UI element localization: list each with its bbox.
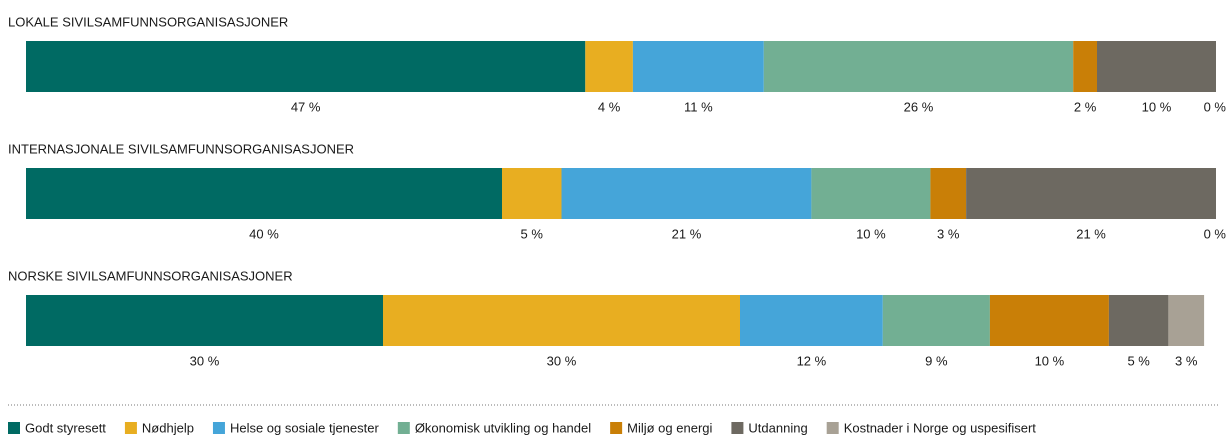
bar-segment — [989, 295, 1109, 346]
bar-title: INTERNASJONALE SIVILSAMFUNNSORGANISASJON… — [8, 141, 354, 156]
value-label: 3 % — [1175, 353, 1198, 368]
legend-label: Nødhjelp — [142, 420, 194, 435]
bar-segment — [740, 295, 883, 346]
legend-swatch — [212, 422, 225, 434]
legend-label: Økonomisk utvikling og handel — [415, 420, 591, 435]
bar-segment — [632, 41, 764, 92]
bar-title: LOKALE SIVILSAMFUNNSORGANISASJONER — [8, 14, 288, 29]
value-label: 21 % — [1076, 226, 1106, 241]
legend-label: Helse og sosiale tjenester — [230, 420, 380, 435]
bar-segment — [383, 295, 740, 346]
value-label: 40 % — [249, 226, 279, 241]
bar-segment — [930, 168, 967, 219]
bar-segment — [882, 295, 990, 346]
value-label: 5 % — [1127, 353, 1150, 368]
legend-label: Miljø og energi — [627, 420, 712, 435]
legend-swatch — [826, 422, 839, 434]
bar-segment — [26, 168, 502, 219]
bar-segment — [561, 168, 812, 219]
legend-swatch — [610, 422, 623, 434]
legend-swatch — [397, 422, 410, 434]
value-label: 47 % — [291, 99, 321, 114]
value-label: 2 % — [1074, 99, 1097, 114]
legend-label: Utdanning — [748, 420, 807, 435]
legend-swatch — [124, 422, 137, 434]
value-label: 0 % — [1204, 99, 1227, 114]
bar-title: NORSKE SIVILSAMFUNNSORGANISASJONER — [8, 268, 293, 283]
value-label: 10 % — [1142, 99, 1172, 114]
bar-segment — [585, 41, 633, 92]
legend-swatch — [8, 422, 20, 434]
legend-label: Godt styresett — [25, 420, 106, 435]
bar-segment — [1108, 295, 1169, 346]
bar-segment — [763, 41, 1074, 92]
value-label: 10 % — [1035, 353, 1065, 368]
value-label: 9 % — [925, 353, 948, 368]
value-label: 0 % — [1204, 226, 1227, 241]
bar-segment — [502, 168, 562, 219]
value-label: 30 % — [547, 353, 577, 368]
value-label: 26 % — [904, 99, 934, 114]
bar-segment — [1097, 41, 1216, 92]
legend-label: Kostnader i Norge og uspesifisert — [844, 420, 1037, 435]
value-label: 30 % — [190, 353, 220, 368]
value-label: 5 % — [521, 226, 544, 241]
value-label: 11 % — [684, 99, 713, 114]
value-label: 12 % — [797, 353, 827, 368]
value-label: 10 % — [856, 226, 886, 241]
value-label: 4 % — [598, 99, 621, 114]
bar-segment — [26, 41, 586, 92]
bar-segment — [811, 168, 931, 219]
value-label: 3 % — [937, 226, 960, 241]
bar-segment — [26, 295, 383, 346]
bar-segment — [966, 168, 1216, 219]
bar-segment — [1168, 295, 1205, 346]
value-label: 21 % — [672, 226, 702, 241]
bar-segment — [1073, 41, 1097, 92]
legend-swatch — [731, 422, 744, 434]
